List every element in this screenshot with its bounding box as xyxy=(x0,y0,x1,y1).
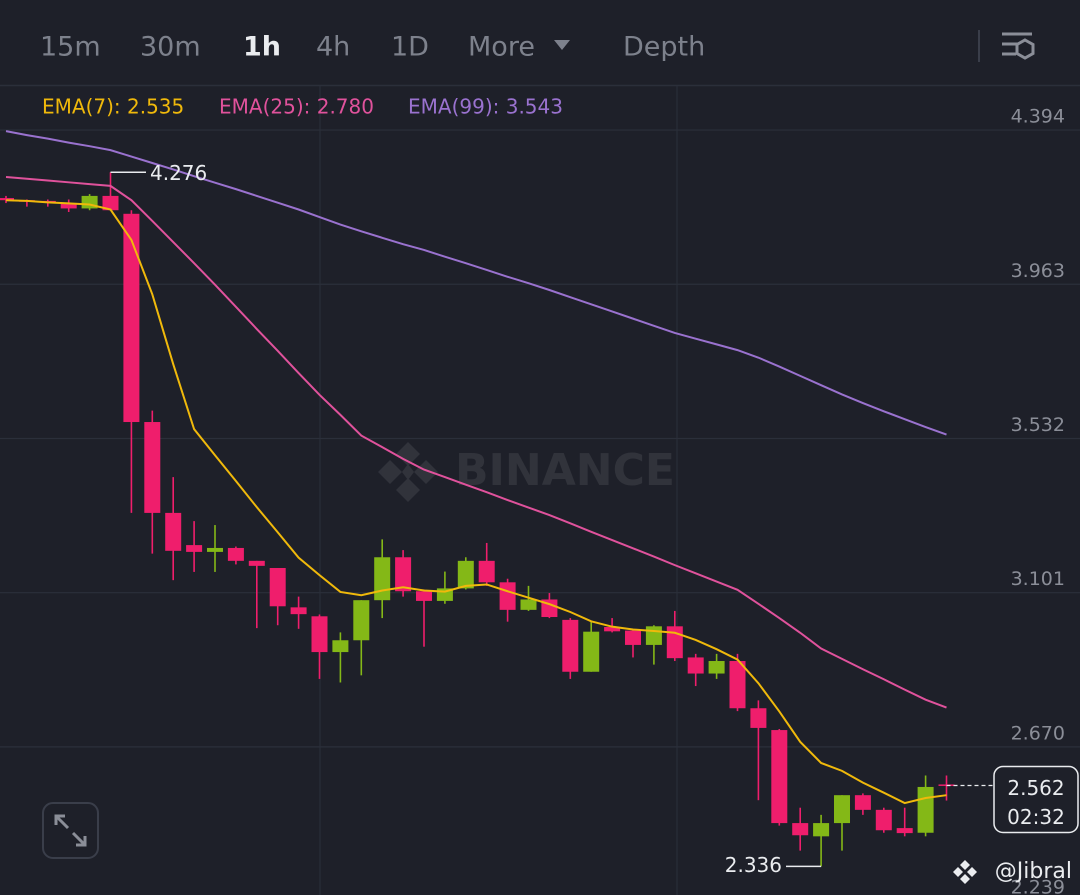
candle-body xyxy=(645,626,662,645)
watermark-text: BINANCE xyxy=(455,445,675,496)
ema-line xyxy=(5,199,947,805)
watermark: BINANCE xyxy=(378,442,675,502)
high-marker-label: 4.276 xyxy=(150,161,207,185)
tab[interactable]: 1D xyxy=(391,32,429,63)
credit-logo xyxy=(953,860,977,884)
tab[interactable]: More xyxy=(468,32,535,63)
low-marker-label: 2.336 xyxy=(725,853,782,877)
candle-body xyxy=(750,708,767,728)
candle-body xyxy=(457,560,474,589)
candle-body xyxy=(290,607,307,615)
candle-body xyxy=(395,557,412,592)
candle-body xyxy=(666,626,683,659)
legend-entry: EMA(7): 2.535 xyxy=(42,95,184,119)
y-tick-label: 2.239 xyxy=(1011,877,1065,895)
candle-body xyxy=(854,795,871,810)
y-tick-label: 4.394 xyxy=(1011,106,1065,128)
candle-body xyxy=(875,809,892,831)
y-tick-label: 2.670 xyxy=(1011,722,1065,744)
more-caret[interactable] xyxy=(554,40,570,50)
tab[interactable]: 15m xyxy=(40,32,101,63)
candle-body xyxy=(604,627,621,632)
candle-body xyxy=(102,195,119,211)
candle-body xyxy=(269,567,286,607)
candle-body xyxy=(792,823,809,836)
candle-body xyxy=(729,661,746,709)
candle-body xyxy=(499,582,516,610)
candle-body xyxy=(813,823,830,837)
candle-body xyxy=(917,786,934,833)
candle-body xyxy=(207,547,223,552)
settings-icon[interactable] xyxy=(1002,32,1035,60)
credit: @Jibral xyxy=(995,859,1072,884)
candle-body xyxy=(625,630,641,645)
candle-body xyxy=(478,560,495,583)
expand-button[interactable] xyxy=(42,802,99,859)
ema-line xyxy=(5,175,947,709)
candle-body xyxy=(311,616,328,653)
y-tick-label: 3.101 xyxy=(1011,568,1065,590)
candle-body xyxy=(248,560,265,566)
candle-body xyxy=(165,512,182,551)
candle-body xyxy=(771,730,788,824)
y-tick-label: 3.963 xyxy=(1011,260,1065,282)
candle-body xyxy=(520,599,537,610)
candle-body xyxy=(416,591,432,601)
candle-body xyxy=(186,545,203,552)
tab[interactable]: Depth xyxy=(623,32,705,63)
candle-body xyxy=(896,828,913,834)
legend-entry: EMA(99): 3.543 xyxy=(408,95,563,119)
tab[interactable]: 4h xyxy=(316,32,350,63)
countdown-label: 02:32 xyxy=(1007,805,1065,829)
candle-body xyxy=(687,657,704,674)
candle-body xyxy=(123,213,140,423)
candle-body xyxy=(562,619,579,672)
candle-body xyxy=(353,600,370,641)
price-tag xyxy=(993,765,1079,834)
candle-body xyxy=(834,795,850,824)
candle-body xyxy=(583,631,600,672)
interval-tabs: 15m 30m 1h 4h 1D More Depth xyxy=(40,32,705,63)
candle-body xyxy=(332,640,349,653)
candle-body xyxy=(374,557,391,601)
candle-body xyxy=(60,203,77,209)
tab[interactable]: 1h xyxy=(243,32,281,63)
legend-entry: EMA(25): 2.780 xyxy=(219,95,374,119)
expand-icon[interactable] xyxy=(54,814,87,847)
candle-body xyxy=(227,547,244,561)
plot-area: 4.394 3.963 3.532 3.101 2.670 2.239 xyxy=(0,106,1080,895)
tab[interactable]: 30m xyxy=(140,32,201,63)
candle-body xyxy=(0,198,14,201)
current-price-label: 2.562 xyxy=(1007,776,1064,800)
y-tick-label: 3.532 xyxy=(1011,414,1065,436)
candle-body xyxy=(708,661,725,674)
ema-line xyxy=(5,130,947,436)
candle-body xyxy=(144,422,161,513)
